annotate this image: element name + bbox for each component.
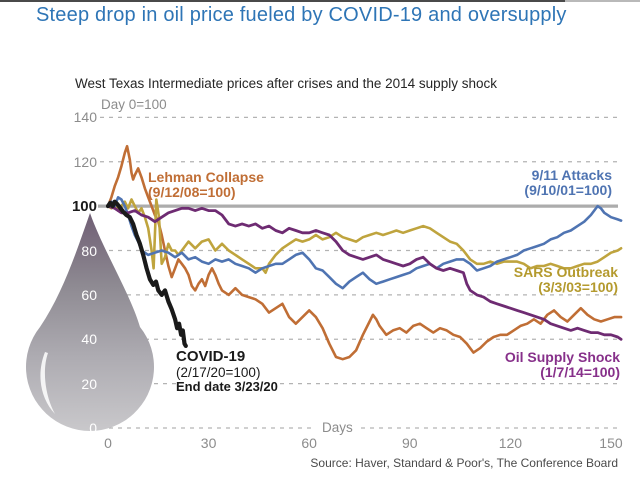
source-credit: Source: Haver, Standard & Poor's, The Co… <box>310 456 618 470</box>
series-line-oil-supply-shock <box>106 204 623 341</box>
annotation-line: (3/3/03=100) <box>538 279 618 296</box>
annotation-line: COVID-19 <box>176 348 246 365</box>
annotation-line: Oil Supply Shock <box>504 349 620 365</box>
y-tick-0: 0 <box>89 420 97 436</box>
x-tick-120: 120 <box>498 435 523 451</box>
window-top-edge <box>0 0 565 2</box>
annotation-line: 9/11 Attacks <box>531 167 612 183</box>
droplet-highlight <box>40 352 55 414</box>
x-axis-label: Days <box>316 420 359 435</box>
covid-label: COVID-19 (2/17/20=100) End date 3/23/20 <box>176 348 278 395</box>
sars-label: SARS Outbreak (3/3/03=100) <box>513 264 618 296</box>
y-tick-40: 40 <box>81 331 97 348</box>
x-tick-0: 0 <box>104 435 112 451</box>
annotation-line: (1/7/14=100) <box>540 364 620 381</box>
window-top-edge-right <box>565 0 640 2</box>
axis-note-day0: Day 0=100 <box>101 97 167 112</box>
chart-subtitle: West Texas Intermediate prices after cri… <box>75 76 497 91</box>
annotation-line: (9/12/08=100) <box>148 184 236 201</box>
annotation-line: SARS Outbreak <box>513 264 618 280</box>
annotation-line: (9/10/01=100) <box>524 182 612 199</box>
x-tick-60: 60 <box>301 435 317 451</box>
y-tick-20: 20 <box>81 375 97 392</box>
y-tick-80: 80 <box>81 242 97 259</box>
annotation-line: Lehman Collapse <box>148 169 264 185</box>
oil-supply-shock-label: Oil Supply Shock (1/7/14=100) <box>504 349 620 381</box>
y-tick-100: 100 <box>71 198 97 216</box>
x-tick-150: 150 <box>599 435 623 451</box>
annotation-line: End date 3/23/20 <box>176 379 278 395</box>
oil-droplet-graphic <box>25 213 154 431</box>
y-tick-120: 120 <box>73 153 97 170</box>
x-tick-90: 90 <box>402 435 418 451</box>
annotation-line: (2/17/20=100) <box>176 364 261 380</box>
x-tick-30: 30 <box>200 435 217 451</box>
series-line-sars <box>106 198 623 275</box>
nine-eleven-label: 9/11 Attacks (9/10/01=100) <box>524 167 612 199</box>
series-line-nine-eleven <box>106 196 623 290</box>
page-title: Steep drop in oil price fueled by COVID-… <box>36 4 567 26</box>
lehman-label: Lehman Collapse (9/12/08=100) <box>148 169 264 201</box>
series-line-covid <box>105 199 188 348</box>
y-tick-60: 60 <box>81 286 97 303</box>
y-tick-140: 140 <box>73 109 97 126</box>
